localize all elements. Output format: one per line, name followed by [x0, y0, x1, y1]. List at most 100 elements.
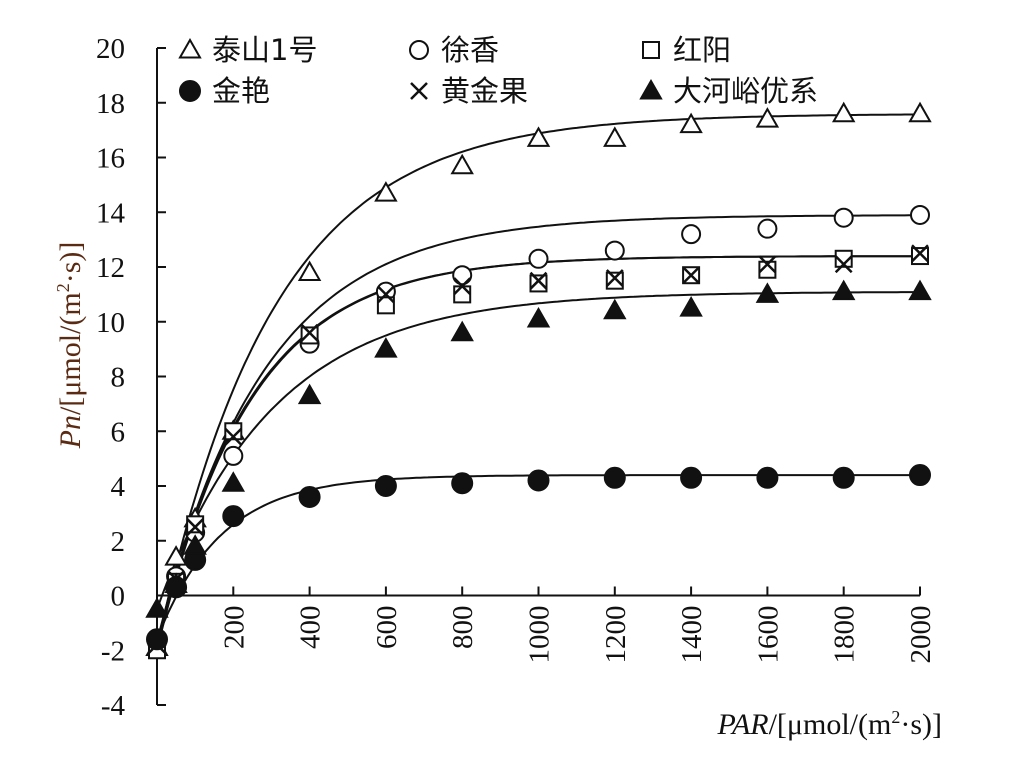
legend-marker-5 — [410, 82, 428, 100]
legend-label-3: 红阳 — [673, 33, 731, 67]
y-tick-label: 8 — [111, 362, 126, 394]
data-point-s1-p6 — [374, 181, 398, 202]
data-point-s5-p4 — [224, 427, 243, 446]
data-point-s4-p1 — [146, 628, 168, 651]
y-tick-label: 12 — [96, 252, 125, 284]
y-tick-label: 2 — [111, 526, 126, 558]
data-point-s2-p13 — [910, 204, 930, 225]
data-point-s6-p1 — [145, 597, 169, 618]
data-point-s3-p4 — [224, 422, 243, 441]
data-point-s6-p7 — [450, 320, 474, 342]
data-point-s2-p11 — [757, 218, 778, 239]
fit-curves — [156, 113, 921, 651]
data-point-s5-p13 — [911, 244, 929, 263]
data-point-s1-p10 — [679, 112, 703, 134]
data-point-s3-p12 — [834, 249, 853, 268]
legend-label-1: 泰山1号 — [212, 33, 317, 67]
x-tick-label: 1000 — [524, 606, 556, 664]
y-tick-label: 4 — [111, 471, 126, 503]
y-axis-label-tail: ·s)] — [54, 242, 87, 284]
data-point-s6-p13 — [908, 279, 932, 301]
data-point-s5-p1 — [148, 635, 166, 654]
data-point-s3-p5 — [300, 326, 319, 345]
data-point-s6-p5 — [297, 383, 322, 405]
data-point-s4-p5 — [298, 485, 321, 508]
data-point-s4-p6 — [374, 475, 397, 497]
data-point-s1-p2 — [164, 545, 188, 566]
data-point-s2-p12 — [833, 207, 854, 228]
legend-label-5: 黄金果 — [441, 74, 528, 108]
x-tick-label: 600 — [371, 606, 403, 650]
x-axis-label-sup: 2 — [891, 707, 900, 727]
legend-marker-3 — [642, 41, 660, 59]
data-point-s4-p7 — [451, 472, 474, 495]
x-tick-label: 2000 — [905, 606, 937, 664]
x-tick-label: 1200 — [600, 606, 632, 664]
y-tick-label: 18 — [96, 88, 125, 120]
data-point-s2-p7 — [452, 265, 473, 286]
y-tick-label: 16 — [96, 143, 125, 175]
legend-marker-2 — [409, 40, 429, 60]
data-point-s2-p9 — [604, 240, 625, 261]
data-point-s5-p9 — [605, 269, 624, 287]
data-point-s3-p3 — [186, 515, 205, 534]
data-point-s6-p6 — [374, 337, 398, 358]
data-point-s1-p7 — [450, 153, 474, 175]
data-point-s6-p8 — [526, 306, 551, 328]
y-axis-label-italic: Pn — [54, 415, 87, 449]
data-point-s2-p4 — [223, 445, 244, 466]
data-point-s3-p9 — [605, 271, 624, 290]
x-tick-label: 1400 — [676, 606, 708, 664]
data-point-s1-p13 — [908, 101, 932, 123]
data-point-s6-p11 — [755, 282, 780, 303]
y-tick-label: 6 — [111, 416, 126, 448]
x-tick-label: 1600 — [752, 606, 784, 664]
data-point-s4-p10 — [680, 466, 703, 489]
data-point-s4-p8 — [527, 469, 550, 492]
data-point-s4-p12 — [832, 466, 855, 489]
data-point-s5-p8 — [529, 271, 548, 290]
legend-label-6: 大河峪优系 — [673, 74, 818, 108]
data-point-s5-p7 — [453, 277, 472, 296]
y-tick-label: 10 — [96, 307, 125, 339]
data-point-s6-p3 — [183, 534, 207, 555]
data-point-s3-p13 — [911, 247, 929, 266]
y-tick-label: -4 — [101, 690, 126, 722]
data-point-s6-p2 — [164, 572, 188, 594]
data-point-s6-p12 — [831, 279, 856, 301]
fit-curve-6 — [156, 291, 920, 610]
data-point-s5-p5 — [300, 323, 319, 342]
data-point-s4-p11 — [756, 466, 779, 489]
data-point-s3-p11 — [758, 260, 777, 279]
legend-marker-4 — [179, 80, 201, 102]
data-point-s1-p12 — [831, 101, 856, 123]
axes: -4 -2 0 2 4 6 8 10 12 14 16 18 20 200 400 600 800 1000 120… — [96, 33, 937, 722]
x-axis-label-italic: PAR — [716, 708, 768, 741]
data-markers — [145, 101, 932, 660]
data-point-s1-p5 — [297, 260, 322, 281]
data-point-s1-p8 — [526, 126, 551, 147]
y-tick-label: 14 — [96, 197, 126, 229]
x-tick-label: 200 — [218, 606, 250, 650]
x-axis-label: PAR/[μmol/(m2·s)] — [716, 707, 942, 741]
data-point-s2-p8 — [528, 248, 549, 269]
x-tick-label: 1800 — [829, 606, 861, 664]
data-point-s5-p11 — [758, 255, 777, 274]
y-tick-label: -2 — [101, 635, 125, 667]
x-axis-label-tail: ·s)] — [900, 708, 942, 741]
data-point-s3-p7 — [453, 285, 472, 304]
y-tick-label: 0 — [111, 581, 126, 613]
legend-marker-6 — [639, 78, 663, 100]
legend-label-2: 徐香 — [441, 33, 499, 67]
data-point-s5-p3 — [186, 518, 205, 536]
data-point-s4-p4 — [222, 505, 245, 528]
y-axis-label-unit: /[μmol/(m — [54, 292, 87, 415]
data-point-s5-p12 — [834, 255, 853, 274]
x-axis-label-unit: /[μmol/(m — [769, 708, 892, 741]
x-tick-label: 800 — [447, 606, 479, 650]
y-tick-label: 20 — [96, 33, 125, 65]
data-point-s1-p11 — [755, 107, 780, 128]
data-point-s3-p6 — [376, 296, 395, 315]
